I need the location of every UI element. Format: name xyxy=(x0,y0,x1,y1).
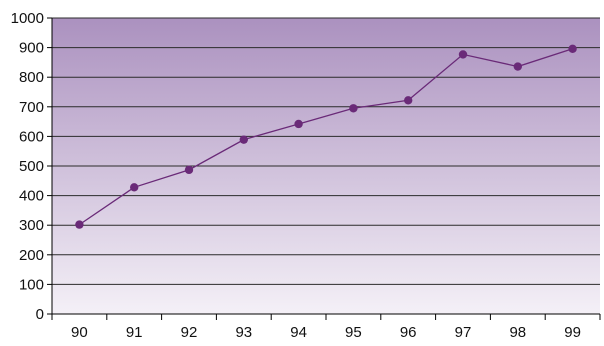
x-tick-label: 99 xyxy=(564,324,581,341)
data-point-92 xyxy=(184,165,194,175)
data-series xyxy=(75,44,577,229)
data-point-99 xyxy=(568,44,577,53)
y-tick-label: 900 xyxy=(19,40,44,57)
data-point-93 xyxy=(239,135,248,144)
x-tick-labels: 90 91 92 93 94 95 96 97 98 99 xyxy=(71,324,581,341)
x-tick-label: 91 xyxy=(126,324,143,341)
x-tick-label: 92 xyxy=(181,324,198,341)
x-tick-label: 97 xyxy=(455,324,472,341)
y-tick-label: 600 xyxy=(19,128,44,145)
x-tick-label: 90 xyxy=(71,324,88,341)
data-point-98 xyxy=(513,62,522,71)
y-tick-label: 800 xyxy=(19,69,44,86)
series-line xyxy=(79,48,573,226)
x-tick-label: 93 xyxy=(235,324,252,341)
x-tick-label: 95 xyxy=(345,324,362,341)
data-point-96 xyxy=(404,96,413,105)
axes xyxy=(47,17,601,320)
y-tick-label: 0 xyxy=(36,306,44,323)
data-point-95 xyxy=(349,104,358,113)
y-tick-label: 200 xyxy=(19,247,44,264)
y-tick-labels: 0 100 200 300 400 500 600 700 800 900 1000 xyxy=(11,10,44,323)
x-tick-label: 96 xyxy=(400,324,417,341)
data-point-94 xyxy=(294,119,303,129)
data-point-97 xyxy=(458,50,468,59)
y-tick-label: 300 xyxy=(19,217,44,234)
data-point-90 xyxy=(75,220,84,229)
y-tick-label: 400 xyxy=(19,188,44,205)
gridlines xyxy=(52,17,600,285)
x-tick-label: 98 xyxy=(509,324,526,341)
y-tick-label: 700 xyxy=(19,99,44,116)
data-point-91 xyxy=(130,183,139,192)
y-tick-label: 1000 xyxy=(11,10,44,27)
x-tick-label: 94 xyxy=(290,324,307,341)
y-tick-label: 100 xyxy=(19,276,44,293)
y-tick-label: 500 xyxy=(19,158,44,175)
